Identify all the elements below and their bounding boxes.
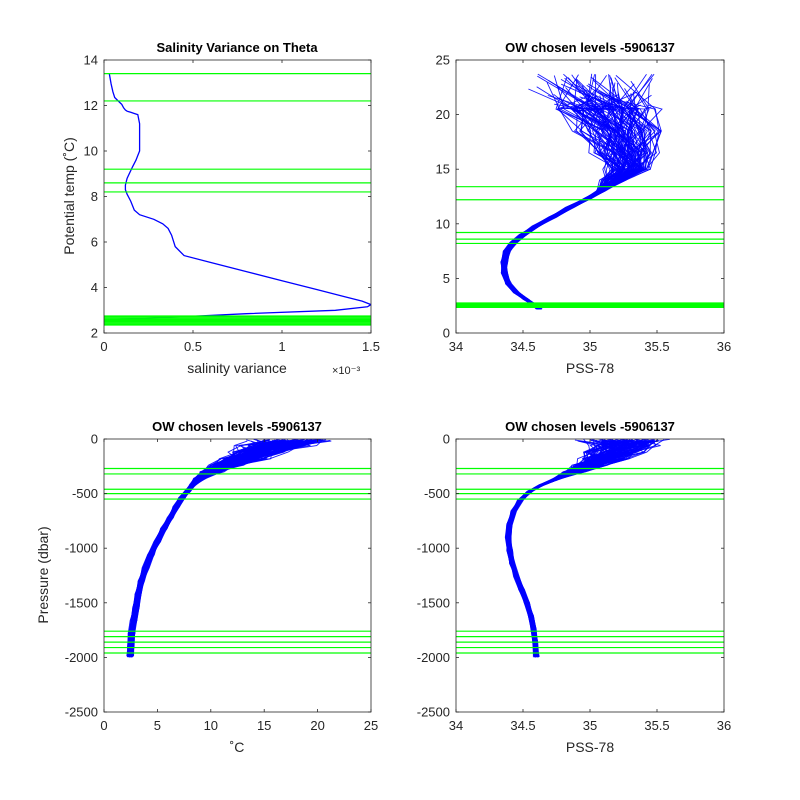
y-tick-label: 25 (436, 53, 450, 68)
y-tick-label: 12 (84, 98, 98, 113)
x-tick-label: 35 (583, 718, 597, 733)
y-tick-label: 4 (91, 280, 98, 295)
y-tick-label: 5 (443, 271, 450, 286)
profile-line (501, 87, 613, 310)
y-axis-label: Potential temp (˚C) (61, 137, 77, 254)
x-tick-label: 1 (278, 339, 285, 354)
y-tick-label: 6 (91, 235, 98, 250)
x-axis-label: PSS-78 (566, 739, 614, 755)
y-tick-label: -2500 (417, 705, 450, 720)
x-tick-label: 0.5 (184, 339, 202, 354)
panel-salinity-variance: Salinity Variance on Theta salinity vari… (61, 40, 380, 377)
x-tick-label: 36 (717, 339, 731, 354)
panel-ow-levels-theta-salinity: OW chosen levels -5906137 PSS-78 34 34.5 3… (436, 40, 732, 376)
profile-line (128, 439, 299, 657)
x-tick-label: 35 (583, 339, 597, 354)
panel-title: OW chosen levels -5906137 (152, 419, 322, 434)
x-axis-label: PSS-78 (566, 360, 614, 376)
x-tick-label: 35.5 (644, 718, 669, 733)
plot-area: 0 5 10 15 20 25 -2500 -2000 -1500 -1000 -500 0 (65, 432, 378, 734)
x-tick-label: 1.5 (362, 339, 380, 354)
x-tick-label: 20 (310, 718, 324, 733)
y-tick-label: -1000 (65, 541, 98, 556)
x-tick-label: 34 (449, 718, 463, 733)
data-layer (104, 73, 371, 326)
x-tick-label: 34.5 (510, 339, 535, 354)
data-layer (456, 73, 724, 310)
y-tick-label: 10 (84, 144, 98, 159)
x-tick-label: 5 (154, 718, 161, 733)
y-tick-label: -2500 (65, 705, 98, 720)
panel-title: Salinity Variance on Theta (156, 40, 318, 55)
plot-area: 0 0.5 1 1.5 2 4 6 8 10 12 14 (84, 53, 381, 355)
y-tick-label: 8 (91, 189, 98, 204)
y-tick-label: -1000 (417, 541, 450, 556)
profile-line (126, 439, 276, 656)
y-tick-label: -500 (424, 486, 450, 501)
y-tick-label: 0 (91, 432, 98, 447)
profile-line (507, 439, 631, 656)
profile-line (127, 439, 269, 658)
y-tick-label: -2000 (65, 650, 98, 665)
profile-line (505, 440, 606, 658)
x-tick-label: 0 (100, 339, 107, 354)
y-tick-label: 10 (436, 216, 450, 231)
y-tick-label: 0 (443, 326, 450, 341)
x-tick-label: 35.5 (644, 339, 669, 354)
y-tick-label: -1500 (65, 595, 98, 610)
x-tick-label: 0 (100, 718, 107, 733)
x-axis-label: ˚C (230, 739, 245, 755)
y-tick-label: -2000 (417, 650, 450, 665)
profile-line (504, 86, 643, 310)
x-axis-multiplier: ×10⁻³ (332, 365, 360, 377)
data-layer (104, 439, 371, 658)
y-tick-label: 2 (91, 326, 98, 341)
y-tick-label: 20 (436, 107, 450, 122)
plot-area: 34 34.5 35 35.5 36 -2500 -2000 -1500 -1000 -500 0 (417, 432, 731, 734)
panel-ow-levels-pressure-salinity: OW chosen levels -5906137 PSS-78 34 34.5 3… (417, 419, 731, 755)
y-tick-label: -1500 (417, 595, 450, 610)
x-axis-label: salinity variance (187, 360, 287, 376)
y-axis-label: Pressure (dbar) (35, 526, 51, 623)
x-tick-label: 34.5 (510, 718, 535, 733)
panel-ow-levels-pressure-temperature: OW chosen levels -5906137 ˚C Pressure (d… (35, 419, 378, 755)
x-tick-label: 15 (257, 718, 271, 733)
panel-title: OW chosen levels -5906137 (505, 40, 675, 55)
variance-line (108, 73, 371, 321)
x-tick-label: 10 (204, 718, 218, 733)
y-tick-label: 15 (436, 162, 450, 177)
x-tick-label: 36 (717, 718, 731, 733)
panel-title: OW chosen levels -5906137 (505, 419, 675, 434)
y-tick-label: 14 (84, 53, 98, 68)
plot-area: 34 34.5 35 35.5 36 0 5 10 15 20 25 (436, 53, 732, 355)
axes-box (103, 438, 372, 713)
x-tick-label: 34 (449, 339, 463, 354)
y-tick-label: 0 (443, 432, 450, 447)
y-tick-label: -500 (72, 486, 98, 501)
profile-line (508, 439, 620, 656)
x-tick-label: 25 (364, 718, 378, 733)
profile-line (130, 440, 302, 658)
data-layer (456, 439, 724, 658)
